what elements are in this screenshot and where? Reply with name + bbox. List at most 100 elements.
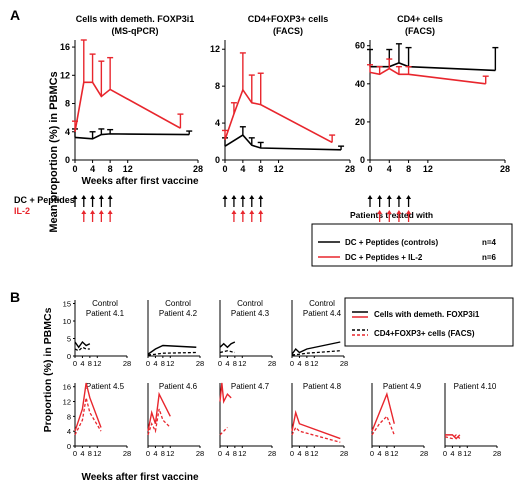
panel-b-label: B: [10, 289, 20, 305]
patient-xtick-label: 28: [123, 359, 131, 368]
patient-xtick-label: 0: [146, 359, 150, 368]
patient-name-label: Patient 4.8: [303, 382, 342, 391]
patient-xtick-label: 28: [196, 449, 204, 458]
patient-xtick-label: 28: [340, 449, 348, 458]
chart1-ytick-label: 0: [65, 155, 70, 165]
chart2-ytick-label: 8: [215, 81, 220, 91]
chart2-dc-arrow-head: [240, 195, 246, 199]
chart3-dc-arrow-head: [396, 195, 402, 199]
patient-xtick-label: 28: [123, 449, 131, 458]
patient-ytick-label: 4: [67, 427, 71, 436]
chart3-xtick-label: 28: [500, 164, 510, 174]
chart3-xtick-label: 8: [406, 164, 411, 174]
chart2-il2-arrow-head: [258, 210, 264, 214]
chart1-ytick-label: 16: [60, 42, 70, 52]
patient-xtick-label: 0: [73, 359, 77, 368]
panel-a-legend-title: Patients treated with: [350, 210, 433, 220]
treatment-dc-label: DC + Peptides: [14, 195, 75, 205]
patient-name-label: Patient 4.2: [159, 309, 198, 318]
chart3-dc-arrow-head: [367, 195, 373, 199]
patient-xtick-label: 0: [73, 449, 77, 458]
chart3-ytick-label: 0: [360, 155, 365, 165]
legend-il2-label: DC + Peptides + IL-2: [345, 253, 423, 262]
patient-xtick-label: 12: [310, 359, 318, 368]
patient-name-label: Patient 4.1: [86, 309, 125, 318]
patient-xtick-label: 0: [218, 449, 222, 458]
patient-xtick-label: 4: [153, 359, 157, 368]
chart2-il2-arrow-head: [240, 210, 246, 214]
patient-name-label: Patient 4.4: [303, 309, 342, 318]
patient-xtick-label: 4: [297, 359, 301, 368]
patient-dashed-line: [219, 427, 228, 436]
patient-dashed-line: [444, 433, 461, 440]
chart1-ytick-label: 8: [65, 99, 70, 109]
patient-xtick-label: 8: [233, 359, 237, 368]
patient-xtick-label: 28: [268, 449, 276, 458]
chart3-ytick-label: 60: [355, 41, 365, 51]
chart3-xtick-label: 12: [423, 164, 433, 174]
chart2-ytick-label: 12: [210, 44, 220, 54]
patient-ytick-label: 8: [67, 412, 71, 421]
patient-xtick-label: 8: [88, 359, 92, 368]
patient-xtick-label: 0: [218, 359, 222, 368]
patient-name-label: Patient 4.10: [454, 382, 497, 391]
chart2-xtick-label: 12: [274, 164, 284, 174]
patient-xtick-label: 4: [225, 359, 229, 368]
chart3-xtick-label: 4: [387, 164, 392, 174]
chart1-dc-arrow-head: [98, 195, 104, 199]
chart2-ytick-label: 0: [215, 155, 220, 165]
patient-dashed-line: [147, 351, 197, 356]
patient-xtick-label: 8: [305, 359, 309, 368]
chart2-xtick-label: 4: [240, 164, 245, 174]
chart2-il2-arrow-head: [249, 210, 255, 214]
chart1-dc-arrow-head: [90, 195, 96, 199]
chart1-xtick-label: 12: [123, 164, 133, 174]
chart3-subtitle: (FACS): [405, 26, 435, 36]
patient-solid-line: [219, 341, 236, 349]
patient-xtick-label: 12: [166, 359, 174, 368]
patient-solid-line: [147, 391, 171, 432]
chart3-il2-arrow-head: [406, 210, 412, 214]
patient-xtick-label: 28: [268, 359, 276, 368]
patient-name-label: Patient 4.5: [86, 382, 125, 391]
patient-ytick-label: 15: [63, 300, 71, 309]
patient-dashed-line: [219, 350, 236, 354]
legend-b-dashed-label: CD4+FOXP3+ cells (FACS): [374, 329, 475, 338]
patient-solid-line: [74, 382, 102, 432]
chart3-xtick-label: 0: [367, 164, 372, 174]
chart2-xtick-label: 28: [345, 164, 355, 174]
patient-xtick-label: 0: [290, 449, 294, 458]
patient-xtick-label: 12: [238, 449, 246, 458]
patient-group-label: Control: [237, 299, 263, 308]
patient-solid-line: [291, 409, 341, 440]
patient-xtick-label: 0: [443, 449, 447, 458]
chart2-dc-arrow-head: [231, 195, 237, 199]
patient-xtick-label: 12: [238, 359, 246, 368]
chart2-subtitle: (FACS): [273, 26, 303, 36]
patient-xtick-label: 8: [161, 449, 165, 458]
patient-xtick-label: 4: [80, 449, 84, 458]
patient-ytick-label: 0: [67, 352, 71, 361]
patient-dashed-line: [291, 426, 341, 443]
patient-dashed-line: [74, 397, 102, 436]
patient-dashed-line: [147, 408, 171, 436]
chart2-il2-arrow-head: [231, 210, 237, 214]
chart3-ytick-label: 20: [355, 117, 365, 127]
chart1-xtick-label: 28: [193, 164, 203, 174]
chart1-xtick-label: 4: [90, 164, 95, 174]
patient-dashed-line: [371, 415, 395, 436]
chart1-title: Cells with demeth. FOXP3i1: [76, 14, 195, 24]
patient-dashed-line: [74, 346, 90, 352]
patient-xtick-label: 12: [166, 449, 174, 458]
legend-b-solid-label: Cells with demeth. FOXP3i1: [374, 310, 480, 319]
patient-name-label: Patient 4.3: [231, 309, 270, 318]
chart1-xtick-label: 8: [108, 164, 113, 174]
patient-xtick-label: 12: [390, 449, 398, 458]
chart2-xtick-label: 0: [222, 164, 227, 174]
panel-b-xlabel: Weeks after first vaccine: [81, 472, 199, 483]
patient-dashed-line: [291, 350, 341, 356]
patient-xtick-label: 8: [385, 449, 389, 458]
patient-xtick-label: 0: [290, 359, 294, 368]
patient-xtick-label: 28: [340, 359, 348, 368]
